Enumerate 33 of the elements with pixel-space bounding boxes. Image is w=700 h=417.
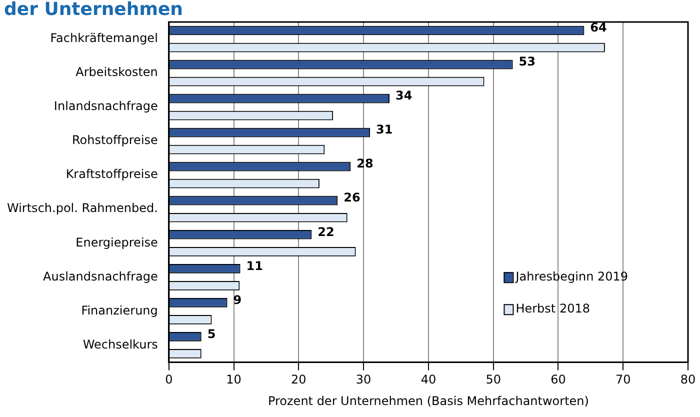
y-tick-label: Energiepreise [76, 235, 158, 250]
x-axis-title: Prozent der Unternehmen (Basis Mehrfachantworten) [268, 394, 589, 408]
data-label: 11 [246, 258, 263, 273]
data-label: 22 [318, 224, 334, 239]
legend-label: Herbst 2018 [516, 301, 590, 316]
x-tick-label: 10 [226, 372, 242, 387]
data-label: 26 [344, 190, 360, 205]
y-tick-label: Arbeitskosten [76, 65, 158, 80]
chart-title: der Unternehmen [4, 0, 183, 20]
data-label: 9 [233, 292, 242, 307]
y-tick-label: Kraftstoffpreise [66, 167, 158, 182]
data-label: 53 [518, 54, 536, 69]
x-tick-label: 30 [356, 372, 372, 387]
x-tick-label: 70 [615, 372, 631, 387]
legend-label: Jahresbeginn 2019 [514, 269, 628, 284]
y-tick-label: Rohstoffpreise [72, 133, 158, 148]
x-tick-label: 80 [680, 372, 696, 387]
data-label: 64 [590, 20, 607, 35]
x-tick-label: 20 [291, 372, 306, 387]
data-label: 34 [396, 88, 412, 103]
data-label: 31 [376, 122, 393, 137]
y-tick-label: Inlandsnachfrage [54, 99, 158, 114]
x-tick-label: 40 [420, 372, 436, 387]
y-tick-label: Auslandsnachfrage [43, 269, 158, 284]
x-tick-label: 50 [486, 372, 501, 387]
x-tick-label: 60 [550, 372, 566, 387]
y-tick-label: Fachkräftemangel [50, 31, 158, 46]
data-label: 28 [356, 156, 374, 171]
y-tick-label: Finanzierung [81, 303, 158, 318]
y-tick-label: Wechselkurs [82, 337, 158, 352]
x-tick-label: 0 [165, 372, 173, 387]
data-label: 5 [207, 326, 216, 341]
y-tick-label: Wirtsch.pol. Rahmenbed. [6, 201, 158, 216]
